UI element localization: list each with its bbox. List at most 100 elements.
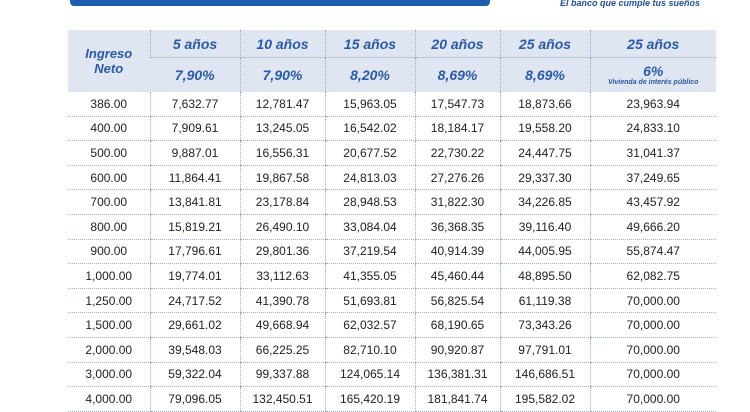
amount-cell: 70,000.00 [589, 386, 716, 412]
income-cell: 500.00 [68, 140, 150, 166]
amount-cell: 20,677.52 [324, 140, 415, 166]
amount-cell: 24,447.75 [499, 140, 590, 166]
amount-cell: 15,819.21 [149, 214, 240, 240]
amount-cell: 48,895.50 [499, 263, 590, 289]
table-row: 386.00 7,632.77 12,781.47 15,963.05 17,547.7… [68, 92, 716, 117]
income-cell: 2,000.00 [68, 337, 150, 363]
rate: 6% [643, 63, 664, 79]
table-row: 400.00 7,909.61 13,245.05 16,542.02 18,184.1… [68, 116, 716, 142]
rate-header: 8,69% [414, 57, 500, 92]
amount-cell: 181,841.74 [414, 386, 500, 412]
amount-cell: 44,005.95 [499, 239, 590, 265]
table-row: 2,000.00 39,548.03 66,225.25 82,710.10 90,92… [68, 337, 716, 363]
amount-cell: 18,184.17 [414, 116, 500, 142]
table-body: 386.00 7,632.77 12,781.47 15,963.05 17,547.7… [68, 92, 716, 412]
amount-cell: 97,791.01 [499, 337, 590, 363]
amount-cell: 19,867.58 [239, 165, 325, 191]
amount-cell: 16,556.31 [239, 140, 325, 166]
amount-cell: 24,717.52 [149, 288, 240, 314]
amount-cell: 40,914.39 [414, 239, 500, 265]
amount-cell: 37,249.65 [589, 165, 716, 191]
page: El banco que cumple tus sueños Ingreso N… [68, 0, 716, 412]
amount-cell: 55,874.47 [589, 239, 716, 265]
amount-cell: 33,084.04 [324, 214, 415, 240]
amount-cell: 9,887.01 [149, 140, 240, 166]
amount-cell: 29,337.30 [499, 165, 590, 191]
amount-cell: 27,276.26 [414, 165, 500, 191]
amount-cell: 39,548.03 [149, 337, 240, 363]
amount-cell: 99,337.88 [239, 362, 325, 388]
loan-table: Ingreso Neto 5 años 10 años 15 años 20 años 2… [68, 30, 716, 412]
table-row: 700.00 13,841.81 23,178.84 28,948.53 31,822.… [68, 189, 716, 215]
slogan: El banco que cumple tus sueños [560, 0, 701, 8]
amount-cell: 33,112.63 [239, 263, 325, 289]
amount-cell: 29,661.02 [149, 312, 240, 338]
table-row: 800.00 15,819.21 26,490.10 33,084.04 36,368.… [68, 214, 716, 240]
amount-cell: 26,490.10 [239, 214, 325, 240]
amount-cell: 17,547.73 [414, 92, 500, 117]
term-header: 25 años [499, 30, 590, 58]
amount-cell: 11,864.41 [149, 165, 240, 191]
amount-cell: 16,542.02 [324, 116, 415, 142]
amount-cell: 24,813.03 [324, 165, 415, 191]
amount-cell: 29,801.36 [239, 239, 325, 265]
term-header: 5 años [149, 30, 240, 58]
income-cell: 800.00 [68, 214, 150, 240]
amount-cell: 18,873.66 [499, 92, 590, 117]
amount-cell: 70,000.00 [589, 362, 716, 388]
rate-header: 6% Vivienda de interés público [589, 57, 716, 92]
term-header: 25 años [589, 30, 716, 58]
amount-cell: 59,322.04 [149, 362, 240, 388]
amount-cell: 31,041.37 [589, 140, 716, 166]
amount-cell: 90,920.87 [414, 337, 500, 363]
table-row: 500.00 9,887.01 16,556.31 20,677.52 22,730.2… [68, 140, 716, 166]
amount-cell: 36,368.35 [414, 214, 500, 240]
table-row: 900.00 17,796.61 29,801.36 37,219.54 40,914.… [68, 239, 716, 265]
amount-cell: 23,963.94 [589, 92, 716, 117]
amount-cell: 49,668.94 [239, 312, 325, 338]
title-banner [70, 0, 490, 6]
amount-cell: 70,000.00 [589, 288, 716, 314]
amount-cell: 13,841.81 [149, 189, 240, 215]
income-cell: 700.00 [68, 189, 150, 215]
table-row: 600.00 11,864.41 19,867.58 24,813.03 27,276.… [68, 165, 716, 191]
amount-cell: 49,666.20 [589, 214, 716, 240]
amount-cell: 23,178.84 [239, 189, 325, 215]
rate: 8,69% [525, 67, 565, 83]
amount-cell: 41,390.78 [239, 288, 325, 314]
term-header: 10 años [239, 30, 325, 58]
rate-header: 8,20% [324, 57, 415, 92]
amount-cell: 68,190.65 [414, 312, 500, 338]
amount-cell: 41,355.05 [324, 263, 415, 289]
amount-cell: 62,082.75 [589, 263, 716, 289]
income-cell: 386.00 [68, 92, 150, 117]
amount-cell: 13,245.05 [239, 116, 325, 142]
amount-cell: 195,582.02 [499, 386, 590, 412]
table-row: 4,000.00 79,096.05 132,450.51 165,420.19 181… [68, 386, 716, 412]
amount-cell: 136,381.31 [414, 362, 500, 388]
amount-cell: 132,450.51 [239, 386, 325, 412]
amount-cell: 12,781.47 [239, 92, 325, 117]
amount-cell: 19,774.01 [149, 263, 240, 289]
amount-cell: 73,343.26 [499, 312, 590, 338]
amount-cell: 17,796.61 [149, 239, 240, 265]
table-row: 1,000.00 19,774.01 33,112.63 41,355.05 45,46… [68, 263, 716, 289]
amount-cell: 28,948.53 [324, 189, 415, 215]
amount-cell: 56,825.54 [414, 288, 500, 314]
amount-cell: 7,632.77 [149, 92, 240, 117]
amount-cell: 82,710.10 [324, 337, 415, 363]
income-header: Ingreso Neto [68, 30, 150, 92]
income-cell: 400.00 [68, 116, 150, 142]
table-row: 1,500.00 29,661.02 49,668.94 62,032.57 68,19… [68, 312, 716, 338]
rate: 8,20% [350, 67, 390, 83]
income-cell: 600.00 [68, 165, 150, 191]
rate: 7,90% [174, 67, 215, 83]
income-cell: 3,000.00 [68, 362, 150, 388]
amount-cell: 34,226.85 [499, 189, 590, 215]
rate: 7,90% [262, 67, 303, 83]
income-cell: 900.00 [68, 239, 150, 265]
table-header: Ingreso Neto 5 años 10 años 15 años 20 años 2… [68, 30, 716, 92]
amount-cell: 22,730.22 [414, 140, 500, 166]
amount-cell: 70,000.00 [589, 312, 716, 338]
amount-cell: 7,909.61 [149, 116, 240, 142]
